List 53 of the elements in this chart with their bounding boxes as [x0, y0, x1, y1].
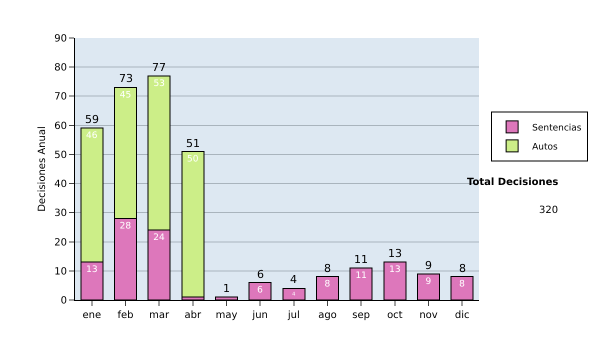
total-label: 77	[152, 61, 166, 74]
data-label: 8	[324, 280, 330, 290]
data-label: 50	[186, 154, 199, 165]
total-label: 73	[119, 72, 133, 85]
total-label: 11	[354, 253, 368, 266]
data-label: 13	[86, 265, 98, 276]
total-label: 8	[324, 262, 331, 275]
y-tick-label: 10	[54, 266, 67, 278]
total-label: 6	[257, 268, 264, 281]
x-tick-label: nov	[419, 310, 438, 321]
x-tick-label: oct	[387, 310, 403, 321]
y-tick-label: 0	[60, 296, 67, 306]
x-tick-label: feb	[117, 310, 134, 321]
y-tick-label: 20	[54, 237, 67, 248]
x-tick-label: abr	[184, 310, 202, 321]
y-tick-label: 50	[54, 150, 67, 161]
data-label: 24	[153, 233, 166, 244]
total-label: 4	[290, 273, 297, 286]
annotation: Total Decisiones	[467, 177, 558, 188]
legend-label: Autos	[532, 142, 558, 152]
data-label: 53	[153, 78, 165, 89]
data-label: 46	[86, 131, 98, 142]
total-label: 9	[425, 259, 432, 272]
data-label: 45	[120, 90, 132, 100]
x-tick-label: may	[216, 310, 238, 321]
x-tick-label: ene	[82, 310, 102, 321]
y-tick-label: 40	[54, 179, 67, 190]
data-label: 8	[459, 280, 466, 290]
y-tick-label: 30	[54, 208, 67, 220]
total-label: 59	[85, 113, 99, 126]
bar	[181, 151, 204, 298]
x-tick-label: dic	[454, 310, 470, 321]
x-tick-label: mar	[149, 310, 170, 321]
y-tick-label: 80	[54, 62, 67, 74]
y-tick-label: 60	[54, 120, 67, 132]
data-label: 6	[257, 286, 264, 296]
text: 320	[539, 205, 558, 216]
x-tick-label: sep	[352, 310, 370, 321]
total-label: 51	[186, 137, 200, 150]
data-label: 13	[389, 265, 401, 276]
legend-label: Sentencias	[532, 123, 582, 134]
x-tick-label: jun	[251, 310, 268, 321]
total-label: 1	[223, 282, 230, 295]
x-tick-label: jul	[286, 310, 300, 321]
data-label: 11	[355, 270, 367, 281]
data-label: 28	[120, 221, 132, 232]
total-label: 8	[459, 262, 466, 275]
y-axis-title: Decisiones Anual	[37, 126, 48, 212]
x-tick-label: ago	[318, 310, 337, 321]
total-label: 13	[388, 247, 402, 260]
y-tick-label: 90	[54, 34, 67, 44]
y-tick-label: 70	[54, 92, 67, 103]
data-label: 9	[426, 276, 432, 287]
